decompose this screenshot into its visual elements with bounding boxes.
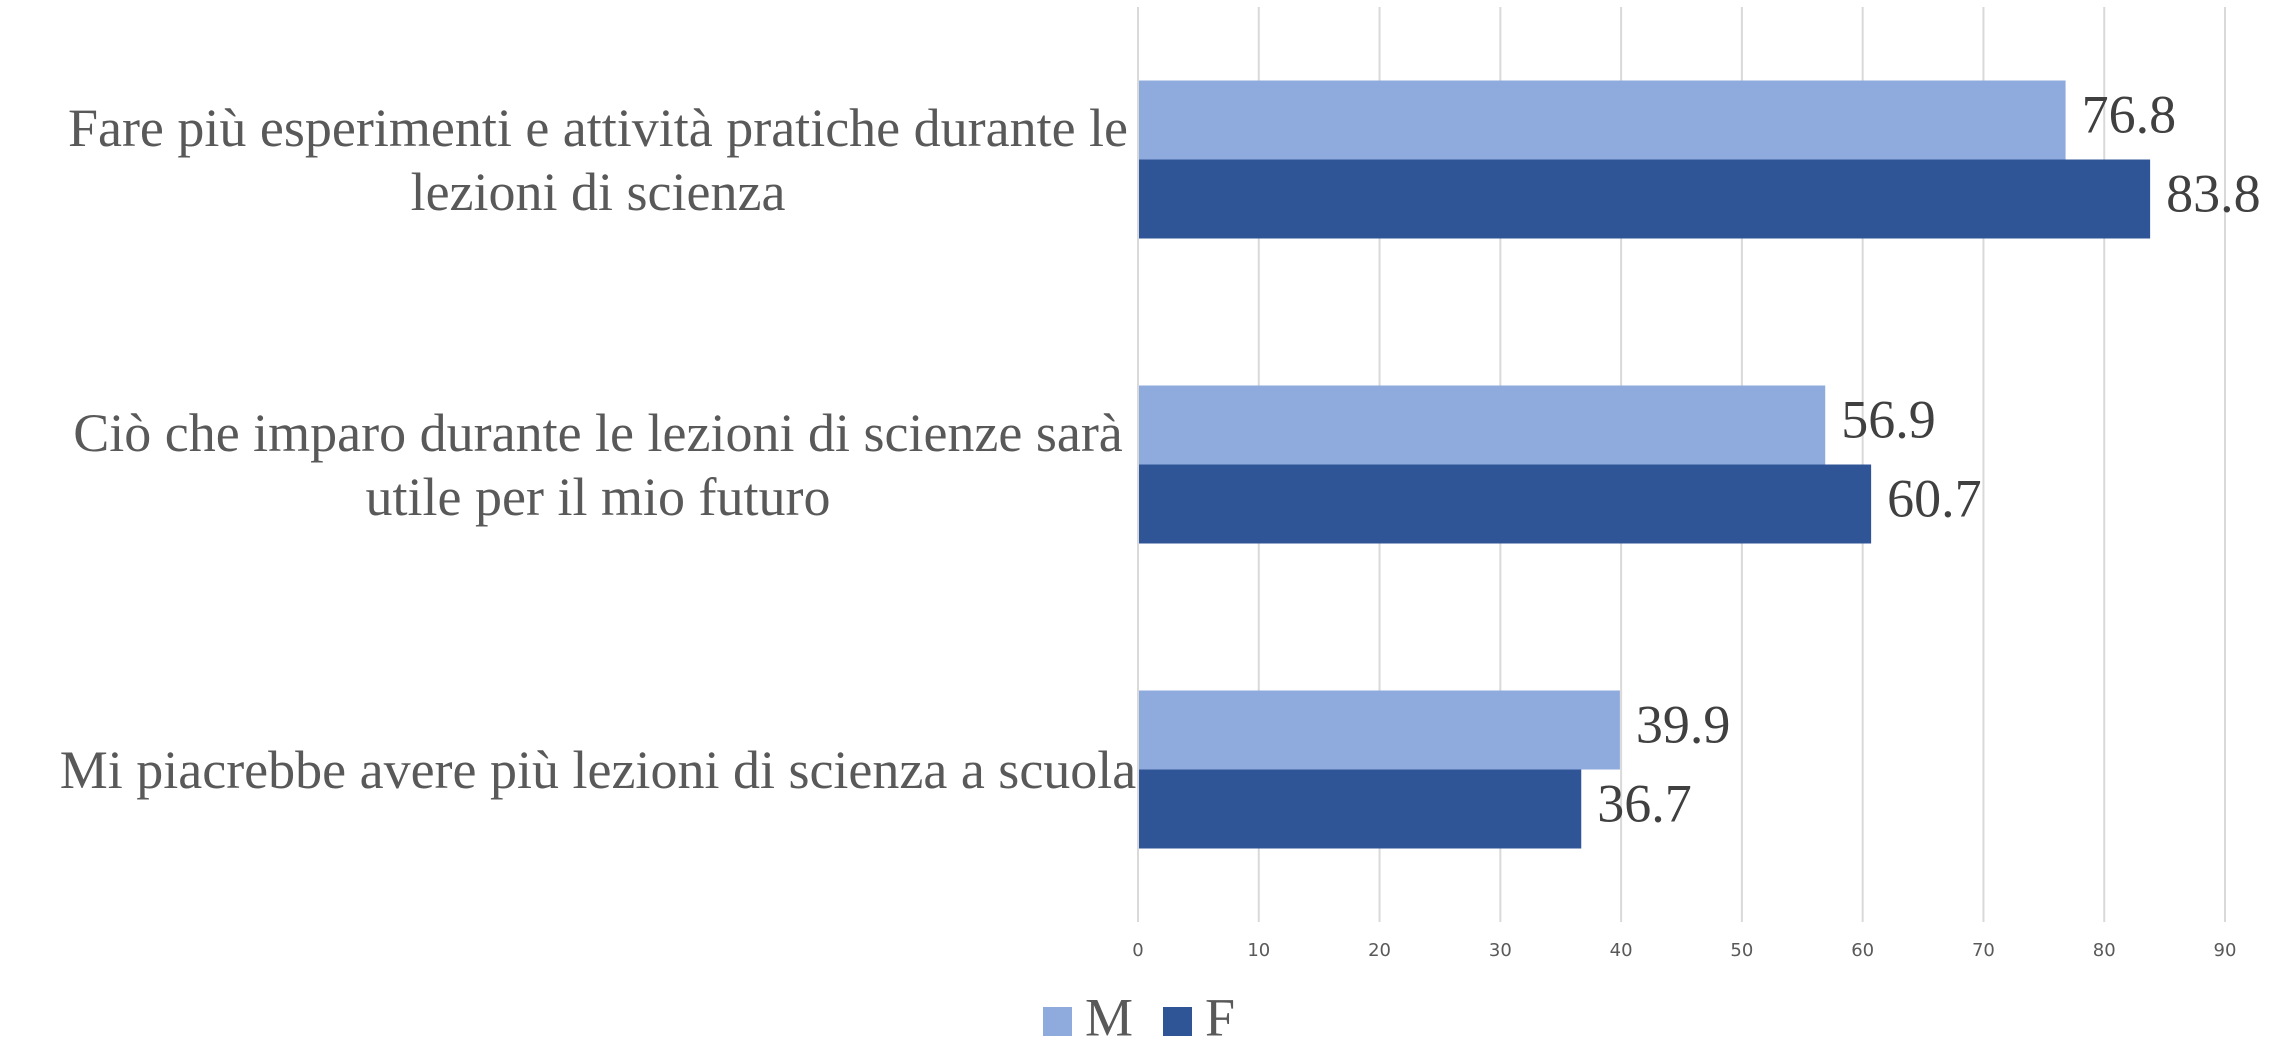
x-tick-label: 20 xyxy=(1368,940,1391,961)
x-tick-label: 60 xyxy=(1851,940,1874,961)
x-tick-label: 70 xyxy=(1972,940,1995,961)
bar xyxy=(1138,159,2151,239)
bar xyxy=(1138,385,1826,465)
bar xyxy=(1138,690,1620,770)
bar xyxy=(1138,80,2066,160)
data-label: 83.8 xyxy=(2166,163,2261,223)
x-tick-label: 50 xyxy=(1730,940,1753,961)
legend-swatch xyxy=(1043,1007,1072,1036)
data-label: 60.7 xyxy=(1887,468,1982,528)
data-label: 76.8 xyxy=(2082,84,2177,144)
data-label: 39.9 xyxy=(1636,694,1731,754)
category-label: Mi piacrebbe avere più lezioni di scienz… xyxy=(59,739,1137,800)
data-label: 56.9 xyxy=(1841,389,1936,449)
x-tick-label: 90 xyxy=(2214,940,2237,961)
x-tick-label: 0 xyxy=(1132,940,1143,961)
bar xyxy=(1138,769,1582,849)
x-tick-label: 10 xyxy=(1247,940,1270,961)
bar xyxy=(1138,464,1872,544)
legend-swatch xyxy=(1163,1007,1192,1036)
category-label: Ciò che imparo durante le lezioni di sci… xyxy=(73,402,1123,527)
x-tick-label: 30 xyxy=(1489,940,1512,961)
legend-label: M xyxy=(1085,987,1133,1044)
x-tick-label: 40 xyxy=(1610,940,1633,961)
legend-label: F xyxy=(1205,987,1235,1044)
category-label: Fare più esperimenti e attività pratiche… xyxy=(67,97,1129,222)
data-label: 36.7 xyxy=(1597,773,1692,833)
x-tick-label: 80 xyxy=(2093,940,2116,961)
